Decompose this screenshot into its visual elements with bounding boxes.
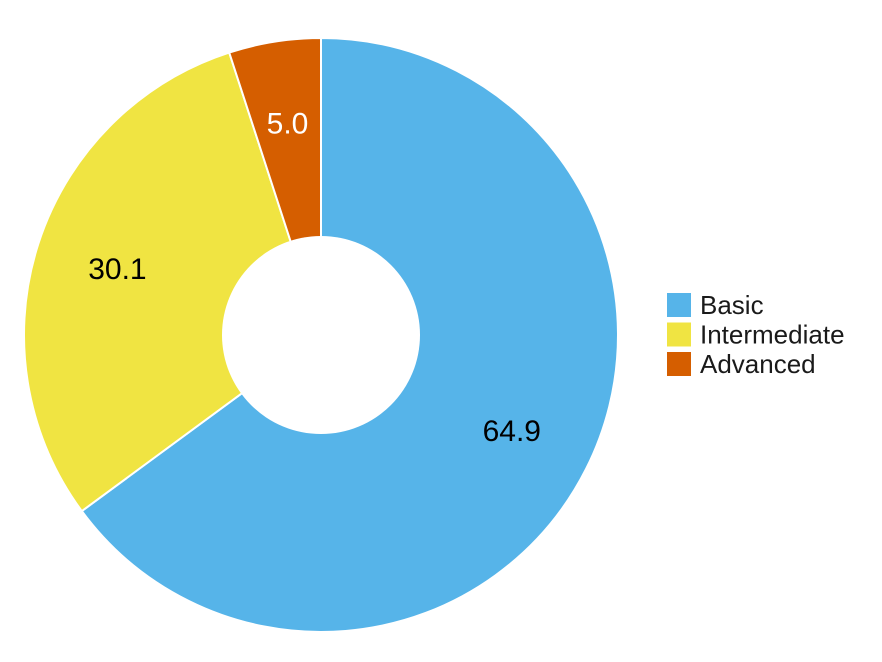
legend-swatch-intermediate — [667, 322, 691, 347]
legend-item-advanced: Advanced — [667, 349, 816, 379]
legend-item-intermediate: Intermediate — [667, 320, 845, 350]
slice-label-basic: 64.9 — [483, 415, 541, 448]
legend-swatch-advanced — [667, 352, 691, 376]
slice-label-intermediate: 30.1 — [88, 253, 146, 286]
legend-label-advanced: Advanced — [700, 349, 816, 379]
legend-label-basic: Basic — [700, 290, 764, 320]
donut-hole — [222, 236, 420, 434]
slice-labels-layer: 64.9 30.1 5.0 — [88, 107, 541, 448]
legend-item-basic: Basic — [667, 290, 764, 320]
slice-label-advanced: 5.0 — [267, 107, 309, 140]
legend-swatch-basic — [667, 293, 691, 317]
slice-intermediate — [23, 51, 323, 513]
legend-label-intermediate: Intermediate — [700, 320, 845, 350]
